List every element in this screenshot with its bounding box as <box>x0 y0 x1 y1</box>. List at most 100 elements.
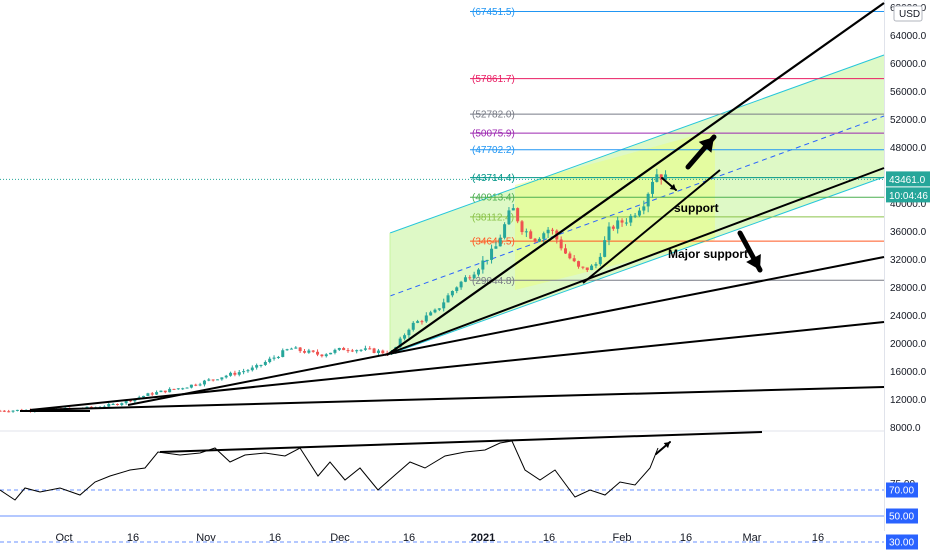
candle-body <box>355 350 359 352</box>
candle-body <box>642 206 646 211</box>
candle-body <box>250 367 254 371</box>
candle-body <box>285 349 289 351</box>
candle-body <box>172 388 176 390</box>
trendline <box>29 386 885 411</box>
candle-body <box>572 258 576 262</box>
candle-body <box>298 347 302 352</box>
price-tick-label: 36000.0 <box>890 227 927 238</box>
candle-body <box>189 384 193 388</box>
candle-body <box>259 364 263 366</box>
candle-body <box>633 215 637 217</box>
rsi-level-badge <box>886 508 918 524</box>
candle-body <box>498 237 502 247</box>
candle-body <box>11 410 15 412</box>
price-tick-label: 56000.0 <box>890 87 927 98</box>
rsi-level-label: 70.00 <box>889 486 914 497</box>
price-axis: 8000.0 12000.0 16000.0 20000.0 24000.0 28000.… <box>886 3 930 550</box>
rsi-level-label: 50.00 <box>889 512 914 523</box>
candle-body <box>477 269 480 275</box>
candle-body <box>342 348 346 351</box>
time-tick-label: 2021 <box>471 532 495 544</box>
rsi-line <box>0 440 659 501</box>
candle-body <box>89 406 93 408</box>
candle-body <box>324 354 328 357</box>
candle-body <box>542 233 546 239</box>
time-tick-label: 16 <box>680 532 692 544</box>
price-tick-label: 48000.0 <box>890 143 927 154</box>
channel-mid-line <box>389 115 885 297</box>
candle-body <box>142 395 146 398</box>
candle-body <box>529 231 533 239</box>
candle-body <box>407 329 411 336</box>
candle-body <box>181 388 185 390</box>
candle-body <box>220 377 224 380</box>
candle-body <box>372 348 376 353</box>
time-tick-label: Nov <box>196 532 216 544</box>
price-tick-label: 52000.0 <box>890 115 927 126</box>
candle-body <box>289 348 293 350</box>
support-label: support <box>674 201 719 215</box>
candle-body <box>129 400 132 402</box>
fib-level-label: (67451.5) <box>472 7 515 18</box>
candle-body <box>242 371 246 373</box>
price-tick-label: 12000.0 <box>890 395 927 406</box>
fib-level-label: (50075.9) <box>472 129 515 140</box>
candle-body <box>115 403 119 406</box>
candle-body <box>403 335 407 339</box>
rsi-trendline <box>159 431 763 453</box>
candle-body <box>429 312 433 316</box>
candle-body <box>590 265 594 271</box>
candle-body <box>485 259 489 261</box>
price-tick-label: 8000.0 <box>890 423 921 434</box>
candle-body <box>616 220 620 229</box>
candle-body <box>311 350 315 352</box>
time-tick-label: 16 <box>127 532 139 544</box>
price-tick-label: 40000.0 <box>890 199 927 210</box>
candle-body <box>490 248 494 260</box>
candle-body <box>176 388 180 390</box>
candle-body <box>363 348 367 350</box>
candle-body <box>607 226 611 241</box>
candle-body <box>376 350 380 353</box>
rsi-level-badge <box>886 482 918 498</box>
candle-body <box>246 370 250 372</box>
candle-body <box>520 221 524 233</box>
channel-upper-line <box>389 54 885 234</box>
candle-body <box>216 379 219 381</box>
candle-body <box>111 403 115 405</box>
last-price-label: 43461.0 <box>889 175 926 186</box>
candle-body <box>550 229 554 231</box>
candle-body <box>655 174 659 182</box>
time-tick-label: 16 <box>812 532 824 544</box>
candle-body <box>15 409 19 411</box>
fib-level-label: (34646.5) <box>472 237 515 248</box>
candle-body <box>620 220 624 223</box>
candle-body <box>516 208 520 222</box>
candle-body <box>202 380 206 385</box>
candle-body <box>420 321 424 323</box>
candle-body <box>263 362 267 365</box>
candlesticks <box>0 168 668 413</box>
trendlines <box>20 2 885 412</box>
horizontal-lines <box>0 0 885 531</box>
trendline <box>386 2 885 356</box>
candle-body <box>198 384 202 386</box>
candle-body <box>211 379 215 381</box>
candle-body <box>107 404 111 407</box>
time-tick-label: 16 <box>269 532 281 544</box>
channel-lower-line <box>389 176 885 355</box>
candle-body <box>424 315 428 322</box>
candle-body <box>120 403 124 406</box>
candle-body <box>185 387 189 389</box>
rsi-pane <box>0 431 884 543</box>
candle-body <box>155 392 159 395</box>
candle-body <box>320 354 324 357</box>
fib-level-label: (57861.7) <box>472 74 515 85</box>
last-price-badge <box>886 171 930 187</box>
candle-body <box>481 260 485 270</box>
candle-body <box>224 375 228 378</box>
candle-body <box>611 226 615 229</box>
candle-body <box>159 390 163 393</box>
candle-body <box>455 287 459 292</box>
